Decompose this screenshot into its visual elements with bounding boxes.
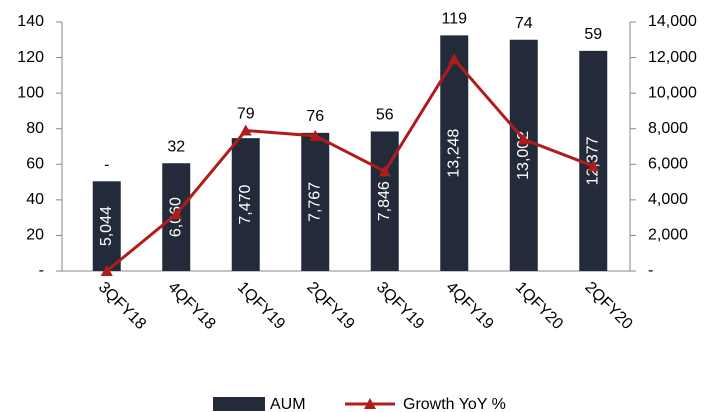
growth-label: 79 (237, 106, 255, 123)
x-tick-label: 2QFY20 (581, 279, 635, 333)
y-tick-label: 100 (17, 84, 44, 101)
line-marker (170, 208, 183, 220)
bar (231, 138, 260, 271)
line-marker (309, 129, 322, 141)
x-tick-label: 3QFY19 (373, 279, 427, 333)
growth-label: 76 (306, 108, 324, 125)
x-tick-label: 4QFY18 (164, 279, 218, 333)
growth-label: 119 (441, 11, 467, 28)
bar (509, 39, 538, 272)
x-tick-label: 1QFY19 (234, 279, 288, 333)
bar-label: 5,044 (98, 206, 115, 246)
y2-tick-label: 2,000 (648, 227, 688, 244)
growth-label: 74 (515, 15, 533, 32)
y-tick-label: 120 (17, 49, 44, 66)
y-tick-label: 80 (26, 120, 44, 137)
y2-tick-label: 6,000 (648, 156, 688, 173)
y2-tick-label: - (648, 262, 653, 279)
line-marker (239, 124, 252, 136)
bar (92, 181, 121, 271)
growth-label: 59 (584, 26, 602, 43)
growth-label: - (104, 157, 109, 174)
line-marker (517, 133, 530, 145)
bar-label: 7,846 (376, 181, 393, 221)
legend-label: AUM (270, 396, 306, 412)
legend-swatch (213, 397, 265, 411)
growth-label: 56 (376, 107, 394, 124)
y-tick-label: 20 (26, 227, 44, 244)
y2-tick-label: 8,000 (648, 120, 688, 137)
y-tick-label: - (39, 262, 44, 279)
legend-label: Growth YoY % (403, 396, 506, 412)
y2-tick-label: 10,000 (648, 84, 697, 101)
growth-label: 32 (167, 138, 185, 155)
y2-tick-label: 14,000 (648, 13, 697, 30)
line (105, 56, 594, 273)
x-tick-label: 4QFY19 (442, 279, 496, 333)
line-marker (587, 160, 600, 172)
bar-label: 7,470 (237, 184, 254, 224)
y2-tick-label: 4,000 (648, 191, 688, 208)
line-marker (100, 265, 113, 276)
y-tick-label: 140 (17, 13, 44, 30)
x-tick-label: 1QFY20 (512, 279, 566, 333)
bar-label: 7,767 (306, 182, 323, 222)
y-tick-label: 40 (26, 191, 44, 208)
x-tick-label: 2QFY19 (303, 279, 357, 333)
legend-marker (364, 398, 376, 409)
y2-tick-label: 12,000 (648, 49, 697, 66)
line-marker (448, 53, 461, 65)
line-marker (378, 165, 391, 177)
y-tick-label: 60 (26, 156, 44, 173)
x-tick-label: 3QFY18 (95, 279, 149, 333)
bar-label: 13,248 (445, 129, 462, 178)
bar (301, 132, 330, 271)
